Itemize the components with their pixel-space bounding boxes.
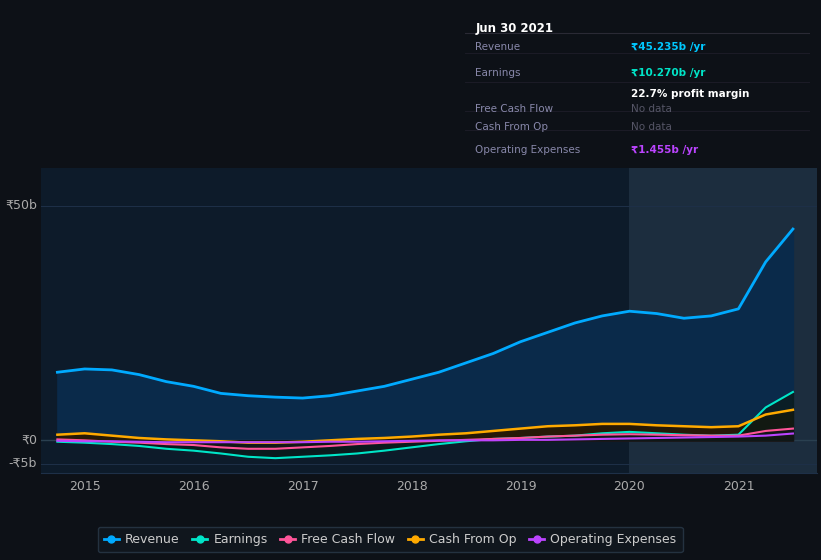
Text: ₹50b: ₹50b [5, 199, 37, 212]
Text: ₹45.235b /yr: ₹45.235b /yr [631, 41, 705, 52]
Text: ₹1.455b /yr: ₹1.455b /yr [631, 145, 698, 155]
Text: 22.7% profit margin: 22.7% profit margin [631, 89, 749, 99]
Text: ₹10.270b /yr: ₹10.270b /yr [631, 68, 705, 78]
Text: Operating Expenses: Operating Expenses [475, 145, 580, 155]
Text: Free Cash Flow: Free Cash Flow [475, 104, 553, 114]
Text: ₹0: ₹0 [21, 434, 37, 447]
Legend: Revenue, Earnings, Free Cash Flow, Cash From Op, Operating Expenses: Revenue, Earnings, Free Cash Flow, Cash … [98, 527, 683, 552]
Text: No data: No data [631, 122, 672, 132]
Text: Jun 30 2021: Jun 30 2021 [475, 22, 553, 35]
Text: Revenue: Revenue [475, 41, 521, 52]
Text: Earnings: Earnings [475, 68, 521, 78]
Text: Cash From Op: Cash From Op [475, 122, 548, 132]
Bar [630, 168, 817, 473]
Text: -₹5b: -₹5b [9, 458, 37, 470]
Text: No data: No data [631, 104, 672, 114]
